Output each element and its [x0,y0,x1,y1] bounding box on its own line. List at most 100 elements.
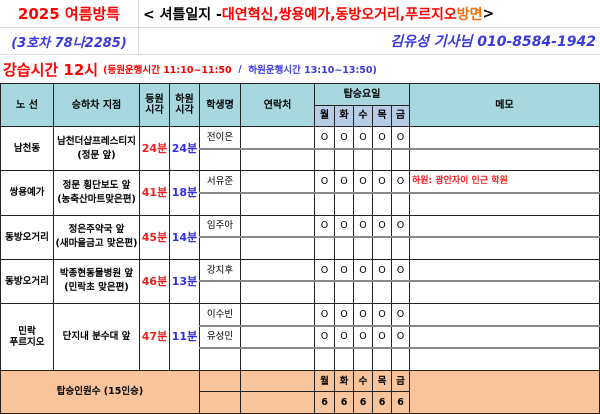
contact-cell[interactable] [240,170,315,194]
route-cell: 동방오거리 [0,214,54,260]
day-check: O [353,214,373,238]
contact-cell[interactable] [240,302,315,327]
summary-day-header: 목 [372,369,392,393]
day-check: O [372,214,392,238]
rider-count: 6 [372,391,392,414]
day-check [353,191,373,216]
day-check: O [391,302,410,327]
day-check [391,191,410,216]
student-name: 강지후 [199,258,241,282]
contact-cell[interactable] [240,324,315,349]
day-check [314,280,335,304]
route-cell: 동방오거리 [0,258,54,304]
day-check [353,347,373,371]
subtitle: < 셔틀일지 - 대연혁신,쌍용예가,동방오거리,푸르지오 방면 > [139,0,600,28]
contact-cell[interactable] [240,147,315,172]
column-header-dropoff: 하원 시각 [169,82,200,128]
afternoon-run-time: 하원운행시간 13:10~13:50) [248,65,377,76]
memo-cell [409,258,600,282]
day-check: O [372,170,392,194]
summary-blank [199,369,241,393]
student-name: 전이은 [199,126,241,150]
day-check [391,347,410,371]
contact-cell[interactable] [240,347,315,371]
pickup-time: 41분 [139,170,170,216]
table-row [1,280,600,304]
title: 2025 여름방특 [0,0,139,28]
pickup-time: 47분 [139,302,170,371]
summary-day-header: 수 [353,369,373,393]
stop-cell: 박종현동물병원 앞 (민락초 맞은편) [53,258,140,304]
stop-cell: 남천더샵프레스티지 (정문 앞) [53,126,140,172]
memo-cell [409,214,600,238]
day-check: O [334,214,354,238]
dropoff-time: 24분 [169,126,200,172]
vehicle-info: (3호차 78나2285) [0,28,139,55]
day-check [353,236,373,260]
contact-cell[interactable] [240,258,315,282]
day-check [391,236,410,260]
pickup-time: 45분 [139,214,170,260]
shuttle-table: 노 선 승하차 지점 등원 시각 하원 시각 학생명 연락처 탑승요일 메모 월 화 수 목 금 남천동 남… [0,82,600,414]
dropoff-time: 11분 [169,302,200,371]
student-name: 서유준 [199,170,241,194]
table-row [1,191,600,216]
memo-cell [409,236,600,260]
header-row: 노 선 승하차 지점 등원 시각 하원 시각 학생명 연락처 탑승요일 메모 [0,82,600,128]
memo-cell [409,126,600,150]
contact-cell[interactable] [240,191,315,216]
day-header: 목 [372,104,392,128]
rider-count: 6 [391,391,410,414]
memo-cell [409,191,600,216]
contact-cell[interactable] [240,126,315,150]
dropoff-time: 14분 [169,214,200,260]
day-check [353,147,373,172]
summary-row: 탑승인원수 (15인승) 월 화 수 목 금 [0,369,600,414]
column-header-days: 탑승요일 [314,83,410,106]
day-check: O [334,258,354,282]
memo-cell [409,324,600,349]
column-header-stop: 승하차 지점 [53,82,140,128]
dropoff-time: 13분 [169,258,200,304]
student-name [199,147,241,172]
day-check [334,280,354,304]
student-name: 유성민 [199,324,241,349]
contact-cell[interactable] [240,214,315,238]
day-check: O [391,214,410,238]
summary-blank [240,369,315,393]
summary-blank [199,391,241,414]
day-check: O [372,126,392,150]
table-row: 쌍용예가 정문 횡단보도 앞 (농축산마트맞은편) 41분 18분 서유준 O O O O O 하원… [0,170,600,216]
column-header-pickup: 등원 시각 [139,82,170,128]
student-name [199,191,241,216]
day-check: O [353,324,373,349]
day-header: 금 [391,104,410,128]
memo-cell [409,147,600,172]
student-name: 이수빈 [199,302,241,327]
day-check: O [391,258,410,282]
contact-cell[interactable] [240,236,315,260]
table-row [1,347,600,371]
day-check [391,280,410,304]
column-header-route: 노 선 [0,82,54,128]
areas: 대연혁신,쌍용예가,동방오거리,푸르지오 [221,6,457,23]
day-check [372,147,392,172]
stop-cell: 단지내 분수대 앞 [53,302,140,371]
rider-count: 6 [334,391,354,414]
day-check: O [314,324,335,349]
day-check: O [353,126,373,150]
student-name: 임주아 [199,214,241,238]
table-row: 유성민 O O O O O [1,324,600,349]
class-time: 강습시간 12시 [3,60,99,79]
day-check [391,147,410,172]
day-check: O [334,302,354,327]
day-check: O [314,258,335,282]
day-check [334,147,354,172]
day-check: O [391,126,410,150]
dropoff-time: 18분 [169,170,200,216]
day-check [334,236,354,260]
day-check [334,347,354,371]
day-check: O [372,258,392,282]
day-check: O [353,170,373,194]
contact-cell[interactable] [240,280,315,304]
